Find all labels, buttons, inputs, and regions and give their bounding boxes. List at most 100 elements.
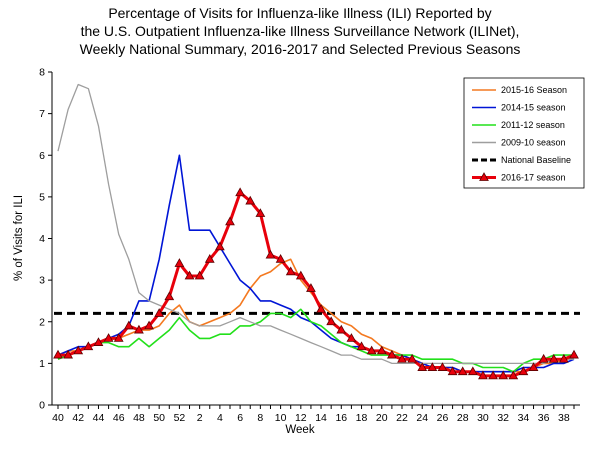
y-tick-label: 1 — [39, 358, 45, 370]
chart-title: Percentage of Visits for Influenza-like … — [80, 5, 521, 57]
data-point-marker — [295, 270, 306, 280]
data-point-marker — [154, 308, 165, 317]
y-tick-label: 8 — [39, 67, 45, 79]
title-line-2: the U.S. Outpatient Influenza-like Illne… — [81, 23, 520, 39]
x-tick-label: 44 — [93, 412, 105, 424]
legend-items: 2015-16 Season 2014-15 season 2011-12 seas… — [472, 85, 571, 183]
y-tick-label: 3 — [39, 275, 45, 287]
data-point-marker — [488, 370, 498, 380]
data-point-marker — [548, 353, 559, 363]
data-point-marker — [467, 366, 478, 376]
series-line-2016-17-season — [58, 191, 575, 378]
series-line-2014-15-season — [57, 154, 575, 373]
legend-label-2009-10-season: 2009-10 season — [501, 138, 566, 148]
data-point-marker — [204, 253, 215, 263]
y-tick-label: 2 — [39, 316, 45, 328]
data-point-marker — [386, 349, 397, 359]
data-point-marker — [336, 324, 347, 334]
data-point-marker — [93, 337, 104, 346]
data-point-marker — [508, 370, 519, 380]
y-axis-label: % of Visits for ILI — [13, 195, 25, 281]
data-point-marker — [316, 303, 326, 313]
y-tick-label: 0 — [39, 400, 45, 412]
legend-box — [463, 77, 585, 189]
x-tick-label: 52 — [174, 412, 186, 424]
data-point-marker — [528, 362, 539, 371]
data-point-marker — [326, 316, 337, 326]
data-point-marker — [235, 187, 246, 197]
data-point-marker — [53, 349, 63, 359]
data-point-marker — [457, 366, 468, 376]
x-tick-label: 4 — [217, 412, 223, 424]
data-point-marker — [306, 283, 316, 292]
legend-label-2015-16-season: 2015-16 Season — [501, 85, 567, 95]
x-axis-label: Week — [285, 424, 314, 436]
x-tick-label: 16 — [335, 412, 347, 424]
y-tick-label: 7 — [39, 108, 45, 120]
data-point-marker — [569, 349, 579, 359]
legend-label-2016-17-season: 2016-17 season — [501, 173, 566, 183]
series-line-2011-12-season — [57, 308, 574, 373]
data-point-marker — [113, 333, 124, 342]
data-point-marker — [275, 253, 286, 263]
x-tick-label: 46 — [113, 412, 125, 424]
data-point-marker — [255, 208, 266, 217]
legend-label-national-baseline: National Baseline — [501, 155, 571, 165]
series-line-2009-10-season — [57, 83, 574, 365]
data-point-marker — [346, 333, 357, 342]
data-point-marker — [558, 353, 569, 363]
legend-marker-2016-17-season — [479, 172, 489, 181]
x-tick-label: 30 — [477, 412, 489, 424]
data-point-marker — [174, 258, 185, 267]
series-line-2015-16-season — [57, 258, 574, 373]
data-point-marker — [83, 341, 94, 351]
x-tick-label: 22 — [396, 412, 408, 424]
x-tick-label: 18 — [356, 412, 368, 424]
x-tick-label: 40 — [52, 412, 64, 424]
data-point-marker — [144, 320, 154, 330]
x-tick-label: 38 — [558, 412, 570, 424]
data-point-marker — [265, 249, 276, 259]
data-point-marker — [478, 370, 488, 380]
x-tick-label: 8 — [257, 412, 263, 424]
data-point-marker — [397, 353, 407, 363]
data-point-marker — [538, 353, 549, 363]
data-point-marker — [63, 349, 74, 359]
data-point-marker — [518, 366, 529, 376]
x-tick-label: 10 — [275, 412, 287, 424]
data-point-marker — [73, 345, 84, 355]
x-tick-label: 2 — [197, 412, 203, 424]
data-point-marker — [366, 345, 377, 355]
series-layer — [53, 83, 579, 380]
x-tick-label: 28 — [457, 412, 469, 424]
x-tick-label: 50 — [153, 412, 165, 424]
data-point-marker — [134, 324, 144, 334]
data-point-marker — [194, 270, 205, 280]
y-tick-label: 6 — [39, 150, 45, 162]
data-point-marker — [376, 345, 387, 355]
x-tick-label: 20 — [376, 412, 388, 424]
x-tick-label: 48 — [133, 412, 145, 424]
legend: 2015-16 Season 2014-15 season 2011-12 seas… — [463, 77, 585, 189]
x-tick-label: 12 — [295, 412, 307, 424]
x-tick-label: 36 — [538, 412, 550, 424]
data-point-marker — [417, 362, 428, 371]
title-line-3: Weekly National Summary, 2016-2017 and S… — [80, 41, 521, 57]
x-tick-label: 42 — [72, 412, 84, 424]
data-point-marker — [225, 216, 235, 226]
data-point-marker — [407, 353, 418, 363]
x-tick-label: 6 — [237, 412, 243, 424]
data-point-marker — [164, 291, 175, 301]
data-point-marker — [245, 195, 256, 205]
data-point-marker — [498, 370, 509, 380]
y-tick-label: 5 — [39, 191, 45, 203]
data-point-marker — [356, 341, 367, 351]
y-tick-label: 4 — [39, 233, 45, 245]
data-point-marker — [103, 333, 114, 342]
data-point-marker — [184, 270, 195, 280]
x-tick-label: 34 — [518, 412, 530, 424]
title-line-1: Percentage of Visits for Influenza-like … — [108, 5, 491, 21]
data-point-marker — [447, 366, 458, 376]
x-tick-label: 32 — [497, 412, 509, 424]
